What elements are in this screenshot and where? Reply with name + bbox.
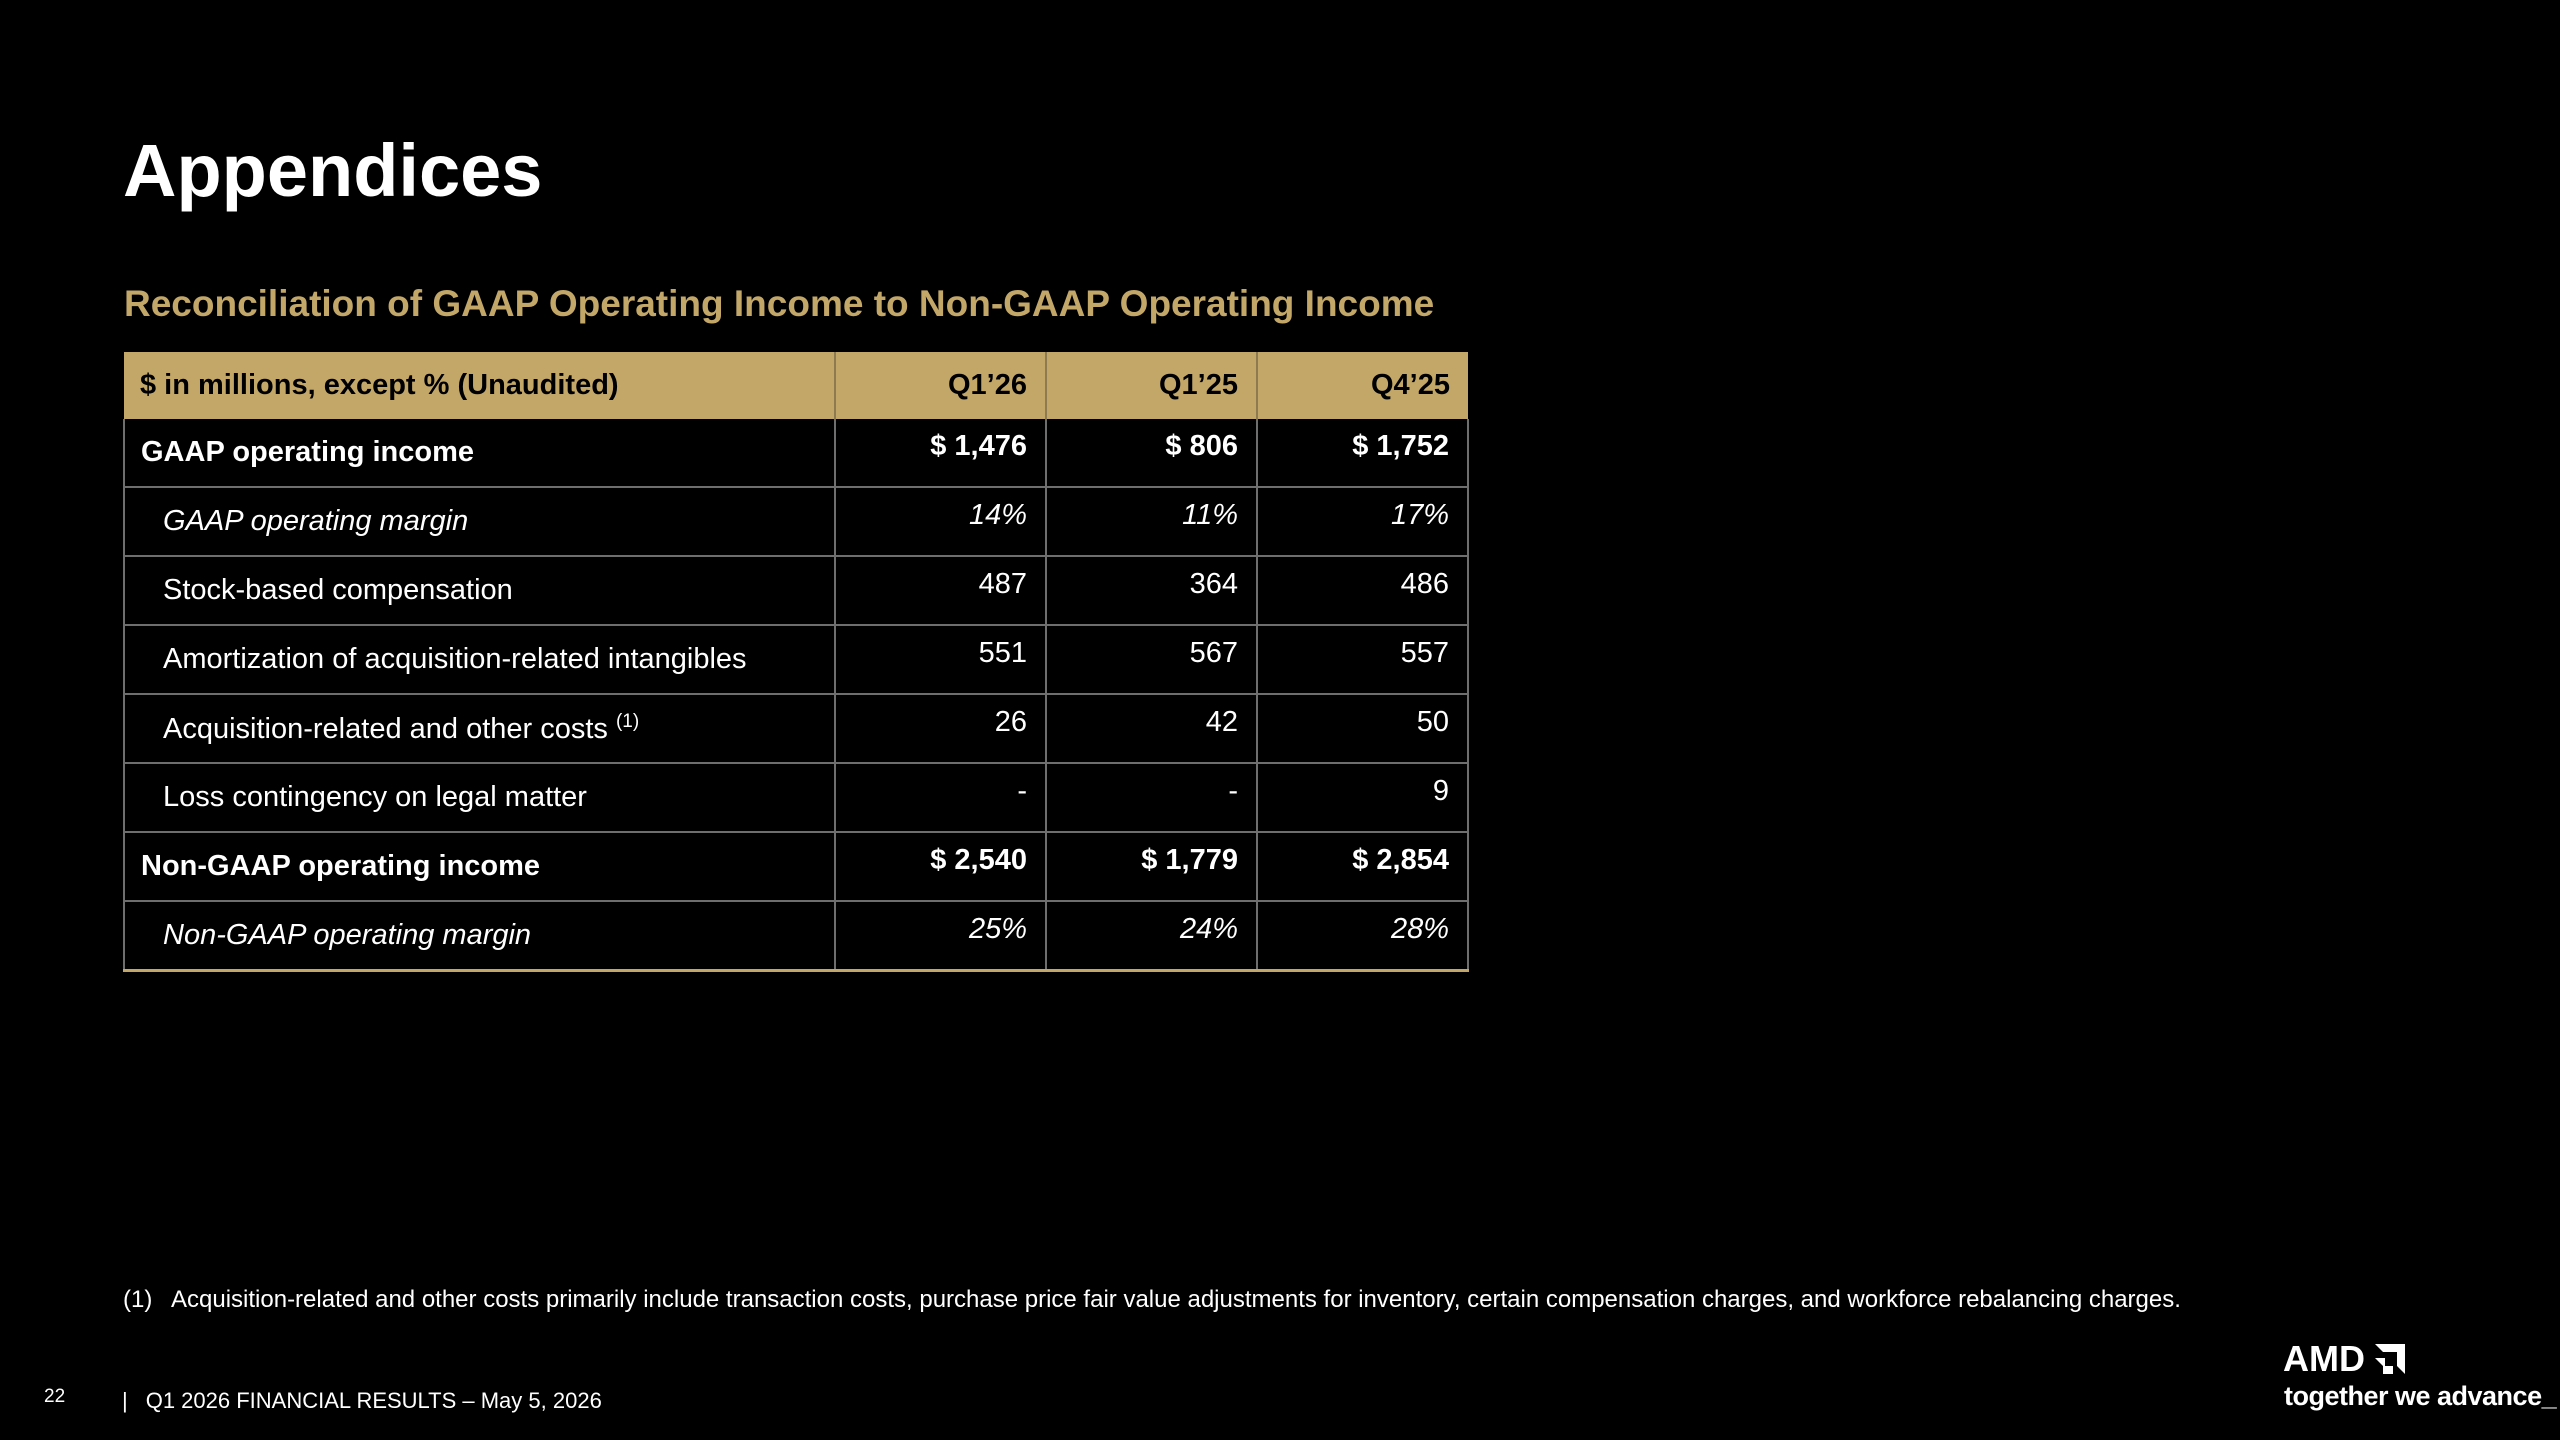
- page-number: 22: [44, 1386, 66, 1407]
- row-value: 17%: [1256, 486, 1469, 556]
- table-row: Amortization of acquisition-related inta…: [123, 624, 1469, 694]
- row-value: 364: [1045, 555, 1257, 625]
- row-value: 487: [834, 555, 1046, 625]
- row-value: 50: [1256, 693, 1469, 763]
- table-row: GAAP operating margin 14% 11% 17%: [123, 486, 1469, 556]
- amd-arrow-icon: [2370, 1344, 2405, 1374]
- table-row: Loss contingency on legal matter - - 9: [123, 762, 1469, 832]
- row-label: Stock-based compensation: [123, 555, 835, 625]
- amd-logo-text: AMD: [2283, 1338, 2365, 1379]
- row-value: $ 1,779: [1045, 831, 1257, 901]
- footnote: (1) Acquisition-related and other costs p…: [123, 1286, 2181, 1314]
- row-value: 567: [1045, 624, 1257, 694]
- amd-logo: AMD: [2283, 1338, 2405, 1379]
- table-row: Stock-based compensation 487 364 486: [123, 555, 1469, 625]
- row-label: Non-GAAP operating income: [123, 831, 835, 901]
- reconciliation-table: $ in millions, except % (Unaudited) Q1’2…: [123, 352, 1469, 972]
- row-value: 42: [1045, 693, 1257, 763]
- section-title: Reconciliation of GAAP Operating Income …: [124, 283, 1435, 324]
- row-value: 26: [834, 693, 1046, 763]
- row-value: $ 1,752: [1256, 419, 1469, 487]
- row-value: 24%: [1045, 900, 1257, 972]
- slide-title: Appendices: [123, 129, 543, 212]
- row-value: $ 2,540: [834, 831, 1046, 901]
- row-value: 9: [1256, 762, 1469, 832]
- row-label: Non-GAAP operating margin: [123, 900, 835, 972]
- footer-separator: |: [122, 1388, 128, 1413]
- table-row: Non-GAAP operating margin 25% 24% 28%: [123, 900, 1469, 972]
- row-label: GAAP operating margin: [123, 486, 835, 556]
- brand-tagline: together we advance_: [2284, 1381, 2557, 1411]
- row-value: 557: [1256, 624, 1469, 694]
- row-label: Amortization of acquisition-related inta…: [123, 624, 835, 694]
- row-value: 551: [834, 624, 1046, 694]
- row-value: $ 2,854: [1256, 831, 1469, 901]
- table-row: Acquisition-related and other costs (1) …: [123, 693, 1469, 763]
- row-value: -: [834, 762, 1046, 832]
- footer-title: Q1 2026 FINANCIAL RESULTS – May 5, 2026: [145, 1388, 602, 1413]
- row-value: 11%: [1045, 486, 1257, 556]
- row-label: Acquisition-related and other costs: [163, 713, 608, 745]
- header-col-q1-26: Q1’26: [834, 352, 1046, 419]
- header-col-q1-25: Q1’25: [1045, 352, 1257, 419]
- row-label: GAAP operating income: [123, 419, 835, 487]
- footer: | Q1 2026 FINANCIAL RESULTS – May 5, 2026: [122, 1388, 602, 1414]
- table-header-row: $ in millions, except % (Unaudited) Q1’2…: [124, 352, 1468, 419]
- row-value: 14%: [834, 486, 1046, 556]
- table-row: Non-GAAP operating income $ 2,540 $ 1,77…: [123, 831, 1469, 901]
- table-row: GAAP operating income $ 1,476 $ 806 $ 1,…: [123, 419, 1469, 487]
- header-col-q4-25: Q4’25: [1256, 352, 1468, 419]
- row-value: -: [1045, 762, 1257, 832]
- footnote-text: Acquisition-related and other costs prim…: [171, 1286, 2181, 1313]
- row-value: 486: [1256, 555, 1469, 625]
- header-label: $ in millions, except % (Unaudited): [124, 352, 835, 419]
- row-value: 28%: [1256, 900, 1469, 972]
- row-value: 25%: [834, 900, 1046, 972]
- row-label-cell: Acquisition-related and other costs (1): [123, 693, 835, 763]
- row-value: $ 1,476: [834, 419, 1046, 487]
- footnote-marker: (1): [123, 1286, 153, 1313]
- row-label: Loss contingency on legal matter: [123, 762, 835, 832]
- footnote-reference: (1): [615, 711, 640, 732]
- row-value: $ 806: [1045, 419, 1257, 487]
